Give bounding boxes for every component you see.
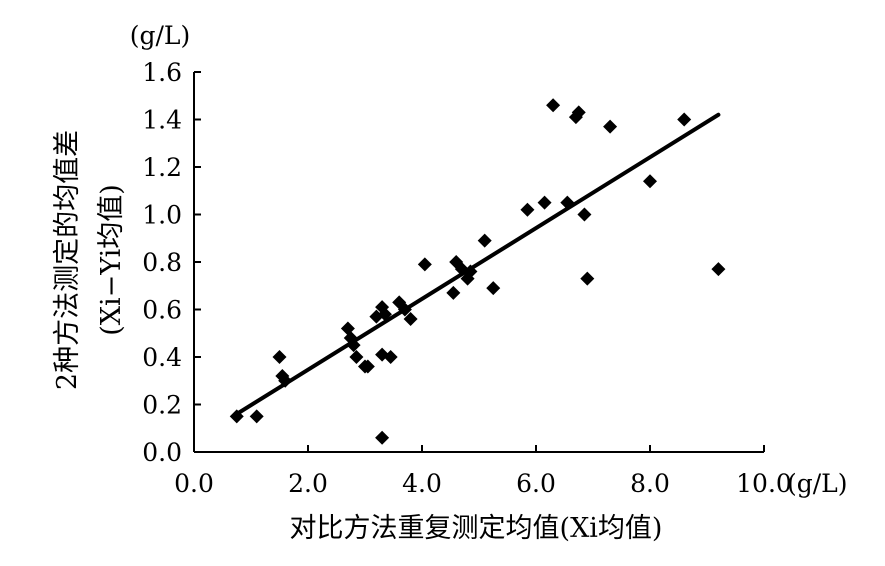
data-point [577, 207, 592, 222]
data-point [560, 195, 575, 210]
x-tick-label: 4.0 [402, 469, 442, 498]
data-point [603, 119, 618, 134]
data-point [397, 302, 412, 317]
x-tick-label: 10.0 [736, 469, 792, 498]
data-point [446, 285, 461, 300]
data-point [375, 430, 390, 445]
data-point [272, 350, 287, 364]
y-tick-label: 1.4 [142, 106, 182, 135]
y-tick-label: 0.6 [142, 296, 182, 325]
x-unit-label: (g/L) [787, 469, 848, 498]
data-point [229, 409, 244, 424]
data-point [360, 359, 375, 374]
data-point [677, 112, 692, 127]
data-point [383, 350, 398, 364]
data-point [643, 174, 657, 189]
regression-line [234, 112, 721, 416]
data-point [477, 233, 492, 248]
y-axis-title-line1: 2种方法测定的均值差 [52, 130, 83, 390]
data-point [417, 257, 432, 272]
x-axis-title: 对比方法重复测定均值(Xi均值) [290, 513, 663, 544]
x-tick-label: 6.0 [516, 469, 556, 498]
y-tick-label: 0.2 [142, 391, 182, 420]
y-unit-label: (g/L) [130, 21, 191, 50]
data-point [346, 338, 361, 353]
y-tick-label: 0.4 [142, 343, 182, 372]
data-point [249, 409, 264, 424]
data-point [486, 281, 501, 296]
data-point [463, 264, 478, 279]
y-tick-label: 1.0 [142, 201, 182, 230]
y-axis-title-line2: (Xi−Yi均值) [96, 184, 127, 336]
x-tick-label: 8.0 [630, 469, 670, 498]
data-point [403, 312, 418, 326]
y-tick-label: 0.8 [142, 248, 182, 277]
data-point [520, 202, 535, 217]
data-point [580, 271, 595, 286]
data-point [546, 98, 561, 113]
x-tick-label: 2.0 [288, 469, 328, 498]
y-tick-label: 0.0 [142, 438, 182, 467]
data-point [537, 195, 552, 210]
y-tick-label: 1.2 [142, 153, 182, 182]
data-point [278, 373, 293, 388]
data-point [571, 105, 586, 120]
x-tick-label: 0.0 [174, 469, 214, 498]
y-tick-label: 1.6 [142, 58, 182, 87]
data-point [349, 350, 364, 364]
data-point [377, 307, 392, 322]
data-point [711, 262, 726, 277]
